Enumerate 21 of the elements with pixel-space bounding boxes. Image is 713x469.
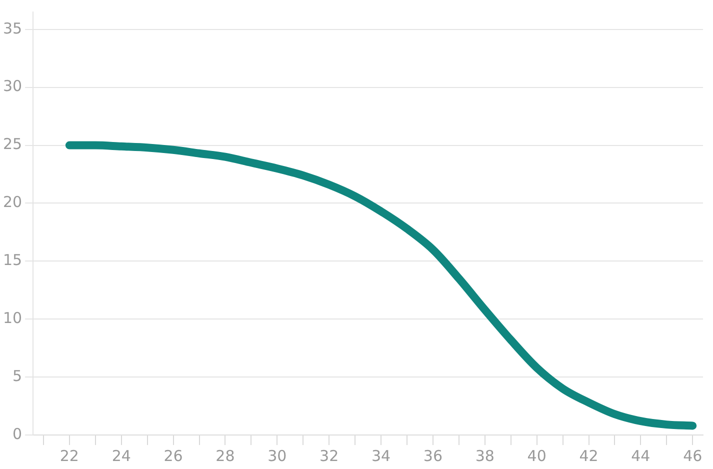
x-tick-label: 28 bbox=[216, 446, 235, 465]
x-tick-label: 36 bbox=[423, 446, 443, 465]
y-tick-label: 30 bbox=[2, 77, 22, 96]
x-tick-label: 38 bbox=[475, 446, 494, 465]
x-tick-label: 30 bbox=[268, 446, 287, 465]
x-tick-label: 40 bbox=[527, 446, 546, 465]
y-tick-label: 10 bbox=[2, 309, 22, 327]
y-tick-label: 25 bbox=[2, 135, 22, 154]
x-tick-label: 26 bbox=[164, 446, 183, 465]
x-tick-label: 32 bbox=[320, 446, 339, 465]
x-tick-label: 46 bbox=[683, 446, 702, 465]
y-tick-label: 15 bbox=[2, 251, 22, 270]
x-tick-label: 24 bbox=[112, 446, 131, 465]
x-tick-label: 22 bbox=[60, 446, 79, 465]
x-tick-label: 34 bbox=[371, 446, 391, 465]
x-tick-label: 42 bbox=[579, 446, 598, 465]
y-tick-label: 35 bbox=[2, 19, 22, 38]
x-tick-label: 44 bbox=[631, 446, 650, 465]
y-tick-label: 20 bbox=[2, 193, 22, 212]
y-tick-label: 0 bbox=[12, 424, 22, 443]
y-tick-label: 5 bbox=[12, 366, 22, 385]
